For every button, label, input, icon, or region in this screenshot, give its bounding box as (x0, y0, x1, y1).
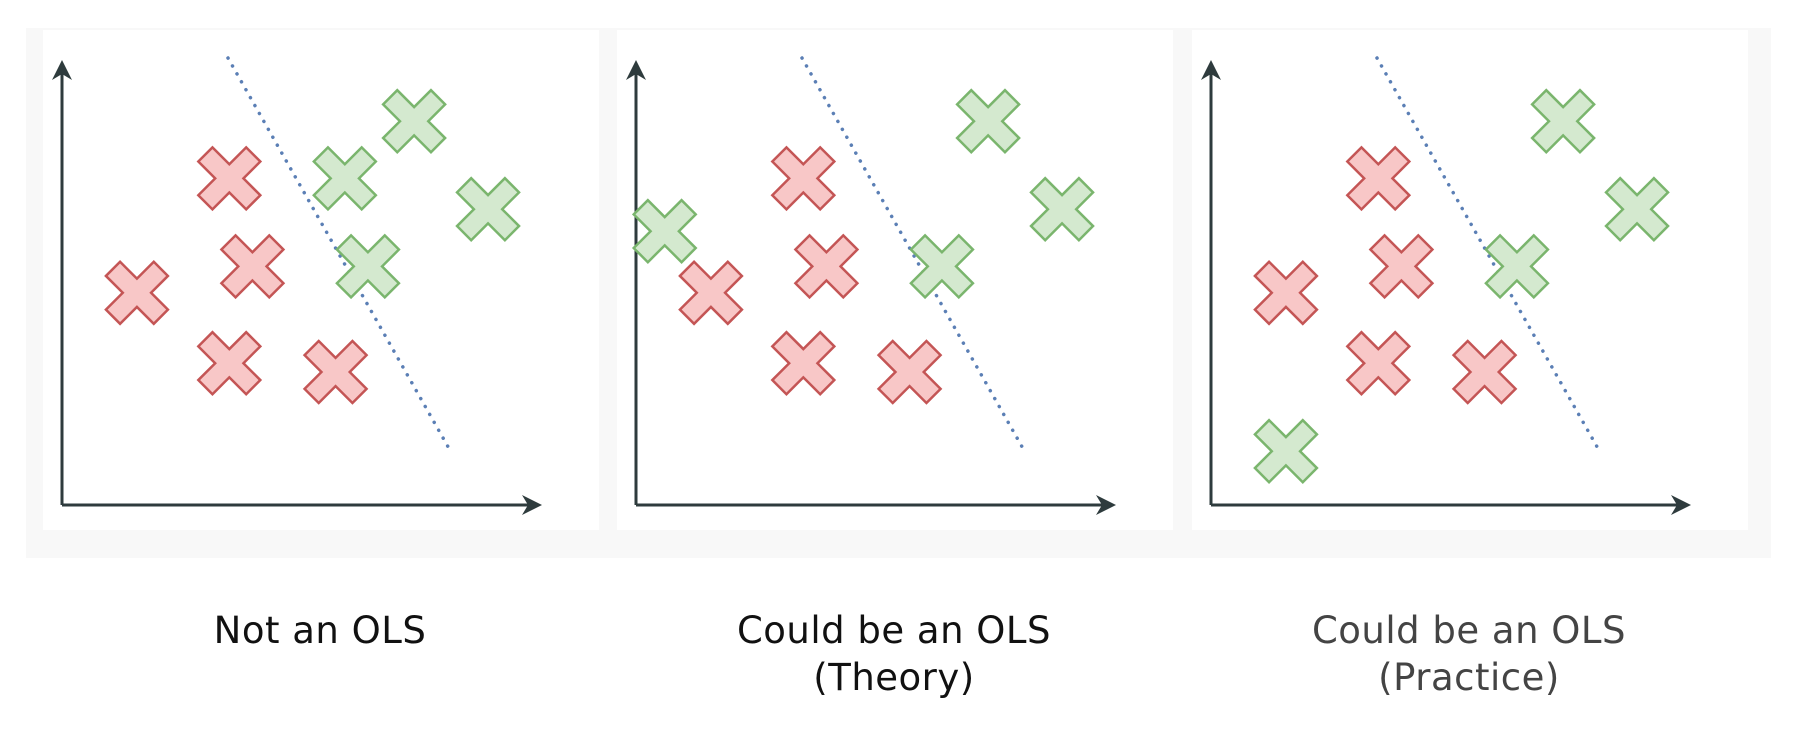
green-cross-point (955, 88, 1021, 154)
green-cross-point (1530, 88, 1596, 154)
green-cross-point (1604, 176, 1670, 242)
caption-could-be-an-ols-theory: Could be an OLS (Theory) (614, 607, 1174, 701)
x-axis-arrow-icon (1096, 495, 1116, 515)
red-cross-point (1345, 330, 1412, 396)
decision-boundary (226, 56, 453, 454)
green-cross-point (631, 198, 698, 264)
red-cross-point (196, 330, 263, 396)
green-cross-point (1484, 233, 1550, 300)
red-cross-point (1253, 260, 1319, 326)
red-cross-point (770, 145, 837, 212)
red-cross-point (1368, 233, 1435, 300)
caption-line: (Practice) (1378, 656, 1560, 699)
caption-not-an-ols: Not an OLS (40, 607, 600, 654)
red-cross-point (196, 145, 263, 212)
red-cross-point (770, 330, 837, 396)
green-cross-point (1029, 176, 1095, 242)
green-cross-point (335, 233, 401, 300)
red-cross-point (678, 260, 744, 326)
green-cross-point (909, 233, 975, 300)
panel-not-an-ols (43, 30, 599, 530)
red-cross-point (876, 339, 943, 405)
red-cross-point (1451, 339, 1518, 405)
y-axis-arrow-icon (52, 60, 72, 80)
caption-line: (Theory) (813, 656, 975, 699)
panel-could-be-an-ols-practice (1192, 30, 1748, 530)
green-cross-point (1253, 418, 1319, 484)
x-axis-arrow-icon (1671, 495, 1691, 515)
green-cross-point (381, 88, 447, 154)
y-axis-arrow-icon (626, 60, 646, 80)
decision-boundary (1375, 56, 1602, 454)
caption-line: Could be an OLS (736, 609, 1052, 652)
y-axis-arrow-icon (1201, 60, 1221, 80)
x-axis-arrow-icon (522, 495, 542, 515)
caption-line: Not an OLS (213, 609, 427, 652)
panel-could-be-an-ols-theory (617, 30, 1173, 530)
decision-boundary (800, 56, 1027, 454)
red-cross-point (219, 233, 286, 300)
green-cross-point (312, 145, 378, 212)
red-cross-point (793, 233, 860, 300)
green-cross-point (455, 176, 521, 242)
caption-could-be-an-ols-practice: Could be an OLS (Practice) (1189, 607, 1749, 701)
red-cross-point (1345, 145, 1412, 212)
caption-line: Could be an OLS (1311, 609, 1627, 652)
red-cross-point (104, 260, 170, 326)
red-cross-point (302, 339, 369, 405)
